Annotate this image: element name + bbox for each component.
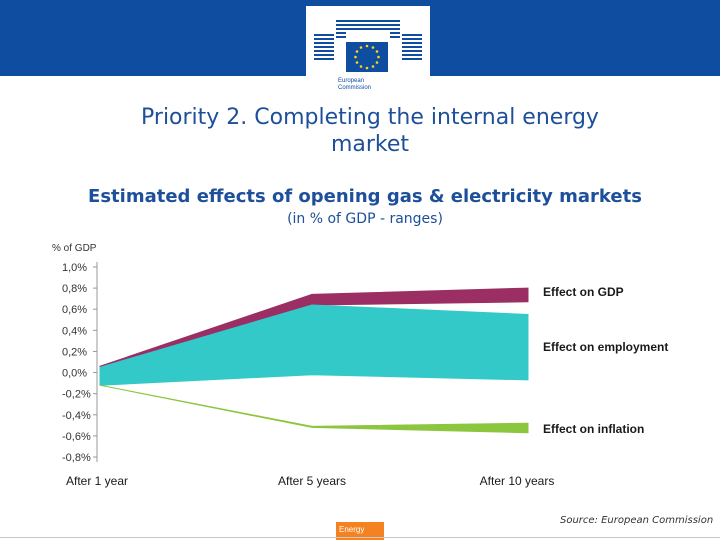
chart-subtitle: (in % of GDP - ranges) <box>287 211 443 227</box>
logo-text-line2: Commission <box>338 85 372 91</box>
series-label-effect-on-inflation: Effect on inflation <box>543 422 644 436</box>
y-tick-label: 0,6% <box>62 304 87 316</box>
logo-text: European Commission <box>338 78 371 92</box>
footer-section-tab: Energy <box>336 522 384 540</box>
y-tick-label: -0,6% <box>62 431 91 443</box>
y-tick-label: 0,8% <box>62 283 87 295</box>
series-label-effect-on-employment: Effect on employment <box>543 340 668 354</box>
y-tick-label: 0,2% <box>62 346 87 358</box>
footer-divider <box>0 537 720 538</box>
european-commission-logo: European Commission <box>306 6 430 110</box>
slide-title-line2: market <box>330 132 410 157</box>
y-tick-label: -0,8% <box>62 452 91 464</box>
y-tick-label: 0,4% <box>62 325 87 337</box>
y-axis-label: % of GDP <box>52 243 97 254</box>
series-area-effect-on-inflation <box>99 384 529 434</box>
y-tick-label: -0,4% <box>62 410 91 422</box>
x-tick-label: After 5 years <box>278 474 346 488</box>
chart-title: Estimated effects of opening gas & elect… <box>88 186 642 207</box>
y-tick-label: 0,0% <box>62 368 87 380</box>
commission-building-icon <box>314 20 422 72</box>
y-tick-label: -0,2% <box>62 389 91 401</box>
logo-text-line1: European <box>338 78 365 84</box>
slide-title: Priority 2. Completing the internal ener… <box>60 104 680 158</box>
series-label-effect-on-gdp: Effect on GDP <box>543 285 624 299</box>
y-tick-label: 1,0% <box>62 262 87 274</box>
slide-title-line1: Priority 2. Completing the internal ener… <box>141 105 599 130</box>
x-tick-label: After 1 year <box>66 474 128 488</box>
x-tick-label: After 10 years <box>480 474 555 488</box>
source-note: Source: European Commission <box>560 515 714 526</box>
